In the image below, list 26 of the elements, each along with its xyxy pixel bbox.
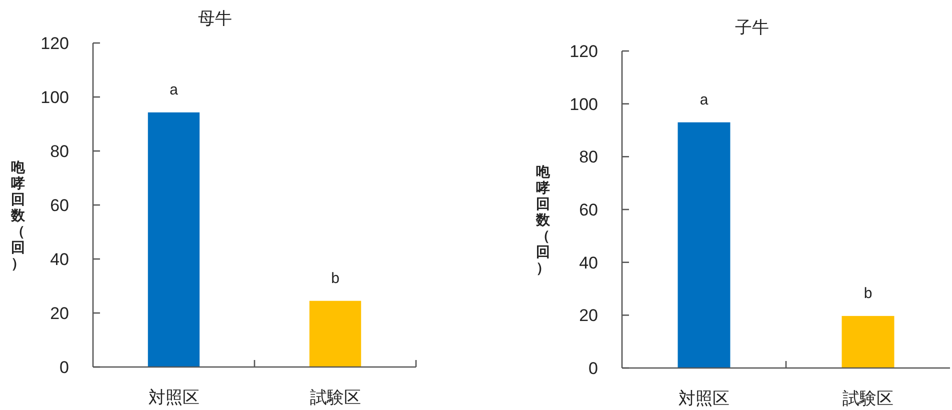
x-tick-label: 試験区	[842, 389, 894, 408]
annotation: a	[170, 81, 179, 98]
annotation: b	[864, 284, 872, 302]
y-tick-label: 100	[570, 94, 598, 114]
x-tick-label: 対照区	[678, 389, 730, 408]
y-tick-label: 60	[50, 196, 69, 215]
chart-title: 母牛	[198, 9, 232, 28]
y-tick-label: 120	[40, 34, 69, 53]
y-tick-label: 120	[570, 42, 598, 61]
y-tick-label: 0	[588, 359, 598, 378]
y-tick-label: 60	[579, 200, 598, 220]
annotation: a	[700, 91, 709, 108]
x-tick-label: 試験区	[310, 388, 361, 407]
y-tick-label: 40	[579, 253, 598, 272]
y-tick-label: 20	[50, 304, 69, 323]
y-tick-label: 80	[50, 142, 69, 161]
y-tick-label: 40	[50, 250, 69, 269]
x-tick-label: 対照区	[148, 388, 200, 407]
y-axis-title: 咆哮回数（回）	[10, 159, 26, 271]
y-tick-label: 20	[579, 306, 598, 326]
y-tick-label: 0	[60, 358, 69, 377]
annotation: b	[331, 270, 340, 287]
y-tick-label: 100	[40, 88, 69, 107]
y-tick-label: 80	[579, 148, 598, 167]
y-axis-title: 咆哮回数（回）	[535, 164, 551, 276]
chart-title: 子牛	[735, 18, 769, 37]
